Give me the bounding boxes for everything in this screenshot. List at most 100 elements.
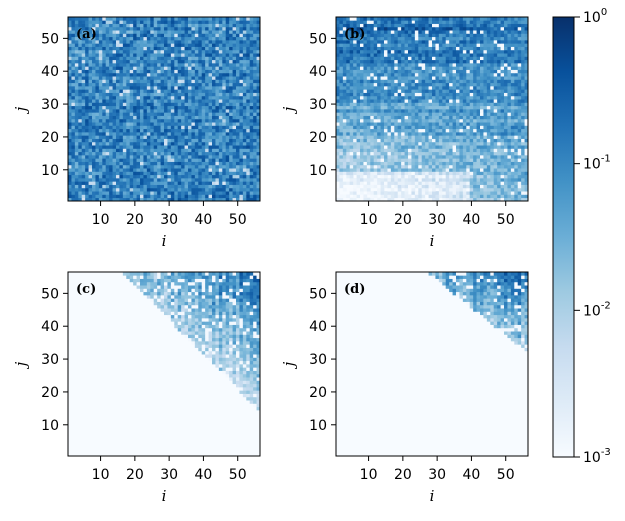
heatmap-cell [170, 191, 175, 195]
heatmap-cell [236, 89, 240, 93]
heatmap-cell [483, 102, 488, 107]
heatmap-cell [380, 132, 385, 136]
heatmap-cell [198, 191, 203, 195]
heatmap-cell [377, 197, 381, 202]
heatmap-cell [198, 23, 203, 28]
heatmap-cell [408, 132, 412, 136]
heatmap-cell [208, 95, 213, 100]
heatmap-cell [133, 118, 137, 123]
heatmap-cell [438, 138, 443, 143]
heatmap-cell [160, 76, 165, 80]
heatmap-cell [188, 128, 192, 133]
heatmap-cell [363, 102, 368, 107]
heatmap-cell [246, 171, 251, 176]
heatmap-cells [336, 17, 529, 202]
heatmap-cell [112, 89, 117, 93]
heatmap-cell [208, 59, 213, 64]
heatmap-cell [150, 69, 155, 74]
heatmap-cell [414, 135, 419, 139]
heatmap-cell [504, 138, 508, 143]
heatmap-cell [517, 118, 522, 123]
heatmap-cell [408, 181, 412, 185]
heatmap-cell [490, 132, 495, 136]
heatmap-cell [225, 171, 230, 176]
heatmap-cell [401, 174, 405, 179]
heatmap-cell [232, 36, 237, 41]
heatmap-cell [225, 33, 230, 38]
heatmap-cell [373, 178, 378, 182]
heatmap-cell [449, 128, 453, 133]
heatmap-cell [68, 135, 72, 139]
heatmap-cell [480, 155, 484, 159]
heatmap-cell [212, 63, 216, 67]
heatmap-cell [95, 66, 100, 70]
heatmap-cell [201, 194, 206, 199]
heatmap-cell [387, 128, 392, 133]
heatmap-cell [469, 191, 474, 195]
heatmap-cell [98, 171, 103, 176]
heatmap-cell [435, 105, 440, 110]
heatmap-cell [194, 155, 199, 159]
heatmap-cell [218, 76, 223, 80]
heatmap-cell [194, 109, 199, 113]
heatmap-cell [346, 122, 351, 126]
heatmap-cell [157, 95, 161, 100]
heatmap-cell [170, 164, 175, 169]
heatmap-cell [212, 33, 216, 38]
heatmap-cell [404, 132, 409, 136]
heatmap-cell [218, 191, 223, 195]
heatmap-cell [74, 30, 79, 34]
heatmap-cell [102, 36, 107, 41]
heatmap-cell [456, 102, 460, 107]
heatmap-cell [438, 181, 443, 185]
heatmap-cell [349, 168, 354, 172]
heatmap-cell [339, 158, 344, 162]
heatmap-cell [459, 105, 464, 110]
heatmap-cell [191, 155, 196, 159]
heatmap-cell [473, 171, 477, 176]
heatmap-cell [428, 135, 433, 139]
heatmap-cell [435, 95, 440, 100]
heatmap-cell [363, 171, 368, 176]
heatmap-cell [146, 76, 151, 80]
heatmap-cell [428, 141, 433, 146]
heatmap-cell [136, 128, 141, 133]
heatmap-cell [92, 109, 96, 113]
heatmap-cell [377, 122, 381, 126]
heatmap-cell [92, 40, 96, 44]
heatmap-cell [88, 187, 93, 192]
heatmap-cell [449, 109, 453, 113]
heatmap-cell [394, 99, 399, 103]
heatmap-cell [253, 36, 257, 41]
heatmap-cell [167, 141, 172, 146]
heatmap-cell [105, 125, 110, 130]
heatmap-cell [346, 155, 351, 159]
heatmap-cell [191, 76, 196, 80]
heatmap-cell [418, 161, 423, 166]
heatmap-cell [167, 158, 172, 162]
heatmap-cell [95, 43, 100, 47]
heatmap-cell [414, 171, 419, 176]
heatmap-cell [222, 181, 227, 185]
heatmap-cell [504, 191, 508, 195]
heatmap-cell [201, 36, 206, 41]
heatmap-cell [452, 158, 457, 162]
heatmap-cell [194, 184, 199, 189]
heatmap-cell [517, 151, 522, 156]
heatmap-cell [153, 151, 158, 156]
heatmap-cell [339, 145, 344, 149]
heatmap-cell [473, 141, 477, 146]
heatmap-cell [143, 92, 148, 97]
heatmap-cell [218, 109, 223, 113]
heatmap-cell [414, 125, 419, 130]
heatmap-cell [174, 178, 179, 182]
heatmap-cell [360, 178, 364, 182]
heatmap-cell [236, 141, 240, 146]
heatmap-cell [212, 102, 216, 107]
heatmap-cell [143, 158, 148, 162]
heatmap-cell [225, 105, 230, 110]
heatmap-cell [201, 115, 206, 120]
heatmap-cell [181, 194, 185, 199]
heatmap-cell [493, 181, 498, 185]
heatmap-cell [167, 40, 172, 44]
